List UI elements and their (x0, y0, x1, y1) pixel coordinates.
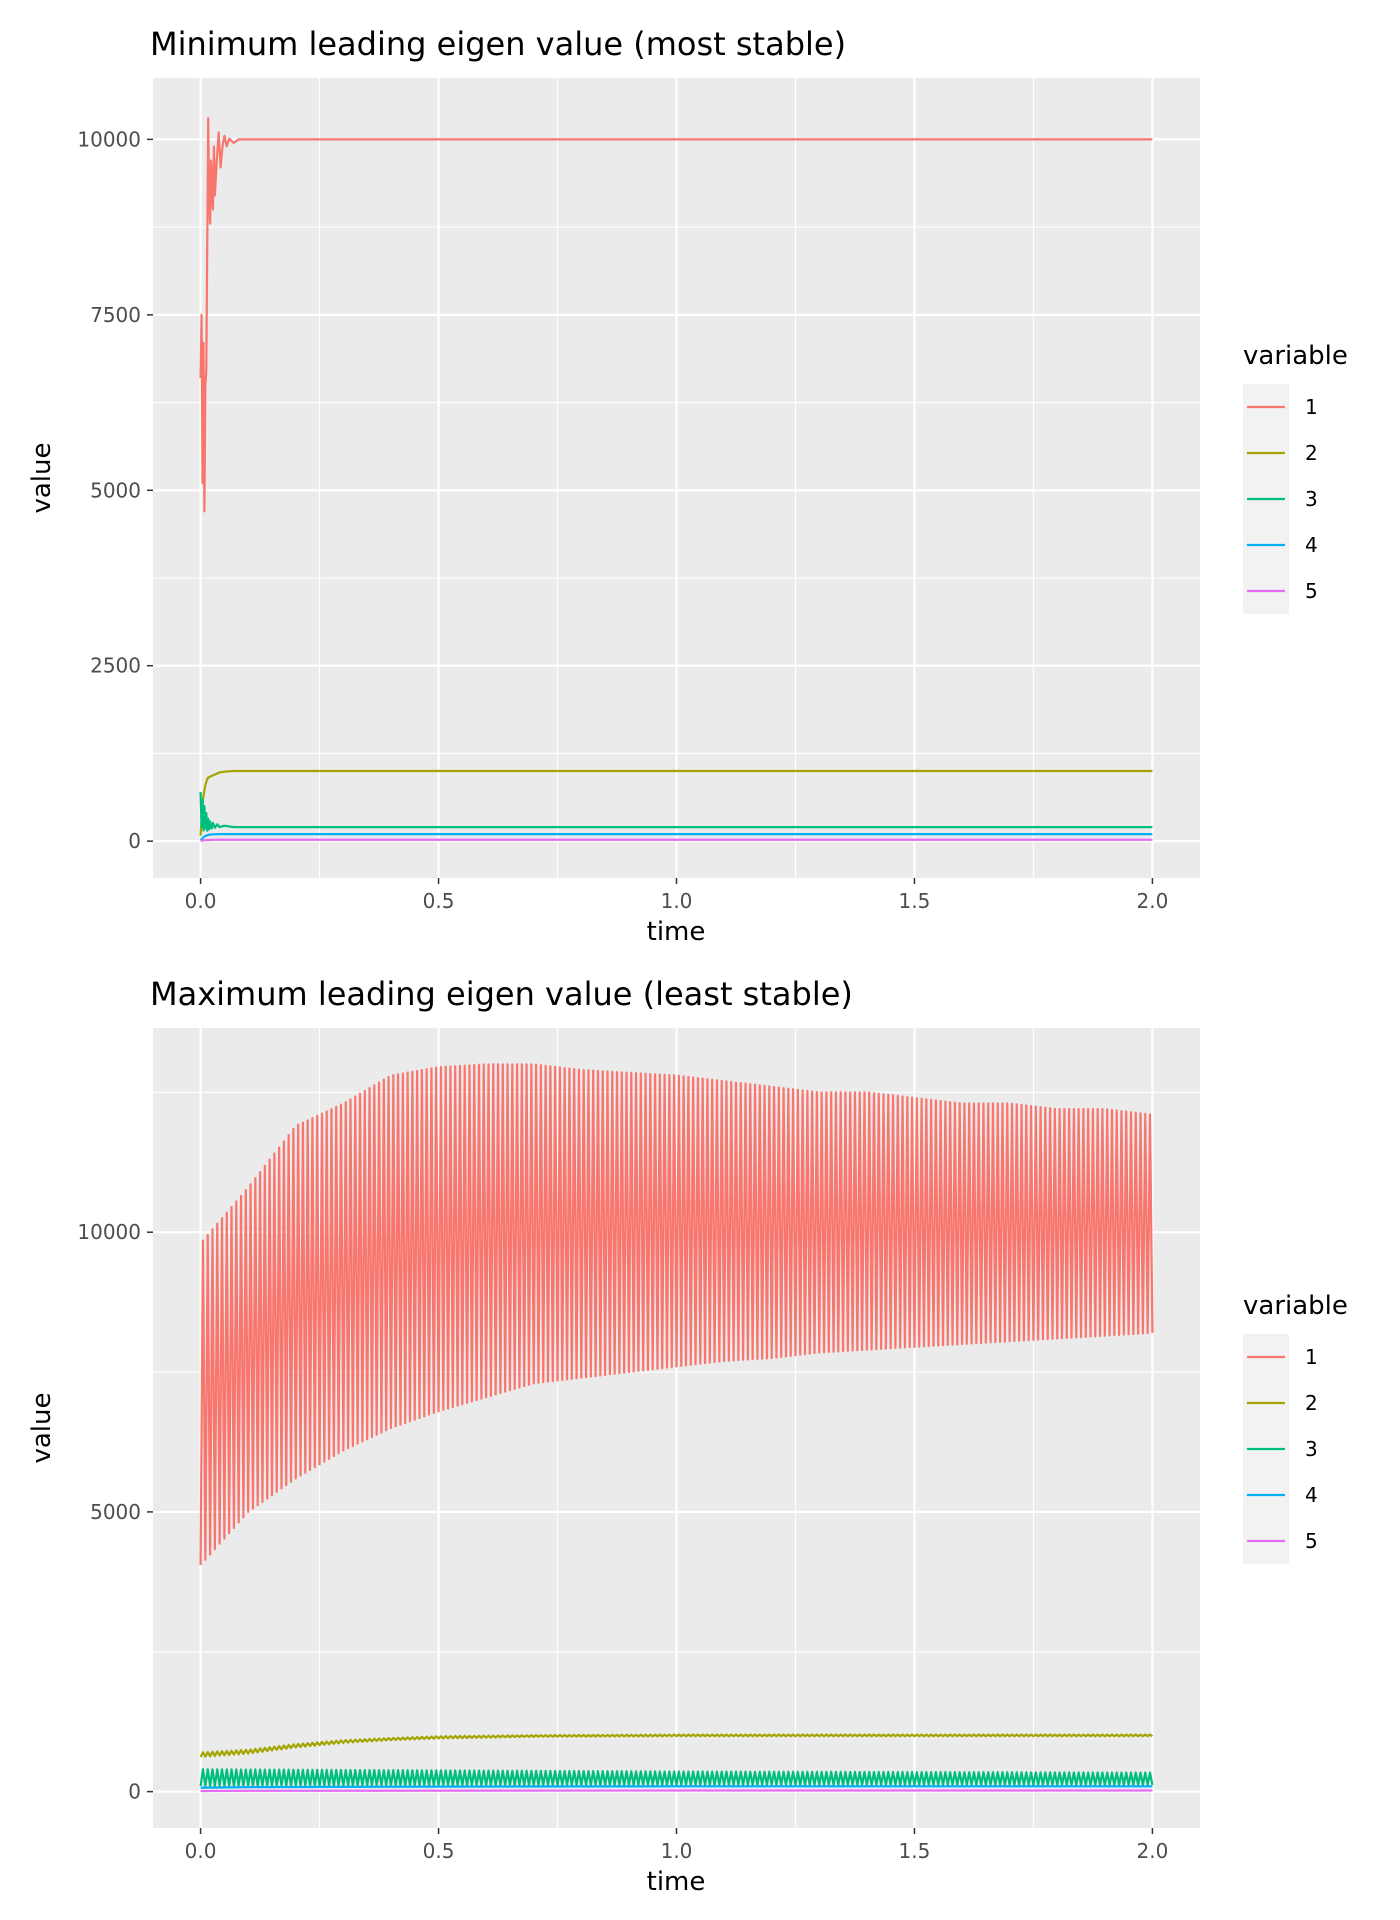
panel-1-x-axis-title: time (647, 917, 706, 947)
series-1-line (199, 117, 1153, 513)
series-3-line (199, 1768, 1154, 1788)
x-tick-label: 1.0 (661, 1839, 693, 1863)
series-4-line (199, 833, 1153, 842)
legend-label-1: 1 (1305, 395, 1318, 419)
legend-label-2: 2 (1305, 1391, 1318, 1415)
legend-label-5: 5 (1305, 1529, 1318, 1553)
x-tick-label: 0.0 (185, 1839, 217, 1863)
x-tick-label: 2.0 (1137, 889, 1169, 913)
legend-label-1: 1 (1305, 1345, 1318, 1369)
panel-1-gridlines (153, 78, 1200, 878)
x-tick-label: 2.0 (1137, 1839, 1169, 1863)
y-tick-label: 0 (128, 1780, 141, 1804)
series-5-line (200, 1789, 1153, 1793)
panel-1-legend-entries: 1 2 3 4 5 (1247, 395, 1318, 603)
panel-1-series (199, 117, 1153, 842)
panel-2-y-axis-title: value (27, 1392, 57, 1463)
panel-maximum-eigen: Maximum leading eigen value (least stabl… (27, 975, 1348, 1897)
panel-2-title: Maximum leading eigen value (least stabl… (150, 975, 853, 1013)
y-tick-label: 7500 (90, 303, 141, 327)
panel-2-series (199, 1063, 1154, 1793)
panel-1-x-ticks: 0.0 0.5 1.0 1.5 2.0 (185, 878, 1169, 913)
series-4-line (200, 1785, 1153, 1789)
x-tick-label: 1.5 (899, 1839, 931, 1863)
y-tick-label: 5000 (90, 478, 141, 502)
panel-2-x-ticks: 0.0 0.5 1.0 1.5 2.0 (185, 1828, 1169, 1863)
panel-2-legend-entries: 1 2 3 4 5 (1247, 1345, 1318, 1553)
panel-1-y-axis-title: value (27, 442, 57, 513)
y-tick-label: 2500 (90, 654, 141, 678)
series-5-line (200, 838, 1153, 842)
series-2-line (199, 769, 1153, 836)
series-2-line (199, 1733, 1154, 1758)
panel-2-x-axis-title: time (647, 1867, 706, 1897)
panel-1-legend-title: variable (1243, 341, 1348, 371)
panel-1-title: Minimum leading eigen value (most stable… (150, 25, 846, 63)
y-tick-label: 10000 (77, 1220, 141, 1244)
series-1-line (199, 1063, 1154, 1566)
legend-label-3: 3 (1305, 487, 1318, 511)
y-tick-label: 10000 (77, 127, 141, 151)
legend-label-2: 2 (1305, 441, 1318, 465)
legend-label-4: 4 (1305, 1483, 1318, 1507)
x-tick-label: 1.0 (661, 889, 693, 913)
y-tick-label: 0 (128, 829, 141, 853)
panel-minimum-eigen: Minimum leading eigen value (most stable… (27, 25, 1348, 947)
x-tick-label: 0.5 (423, 1839, 455, 1863)
x-tick-label: 1.5 (899, 889, 931, 913)
x-tick-label: 0.0 (185, 889, 217, 913)
legend-label-4: 4 (1305, 533, 1318, 557)
panel-1-legend: variable 1 2 3 4 5 (1243, 341, 1348, 614)
legend-label-3: 3 (1305, 1437, 1318, 1461)
panel-1-y-ticks: 0 2500 5000 7500 10000 (77, 127, 153, 853)
panel-2-legend: variable 1 2 3 4 5 (1243, 1291, 1348, 1564)
panel-2-y-ticks: 0 5000 10000 (77, 1220, 153, 1804)
x-tick-label: 0.5 (423, 889, 455, 913)
legend-label-5: 5 (1305, 579, 1318, 603)
panel-2-legend-title: variable (1243, 1291, 1348, 1321)
series-3-line (199, 792, 1153, 832)
y-tick-label: 5000 (90, 1500, 141, 1524)
